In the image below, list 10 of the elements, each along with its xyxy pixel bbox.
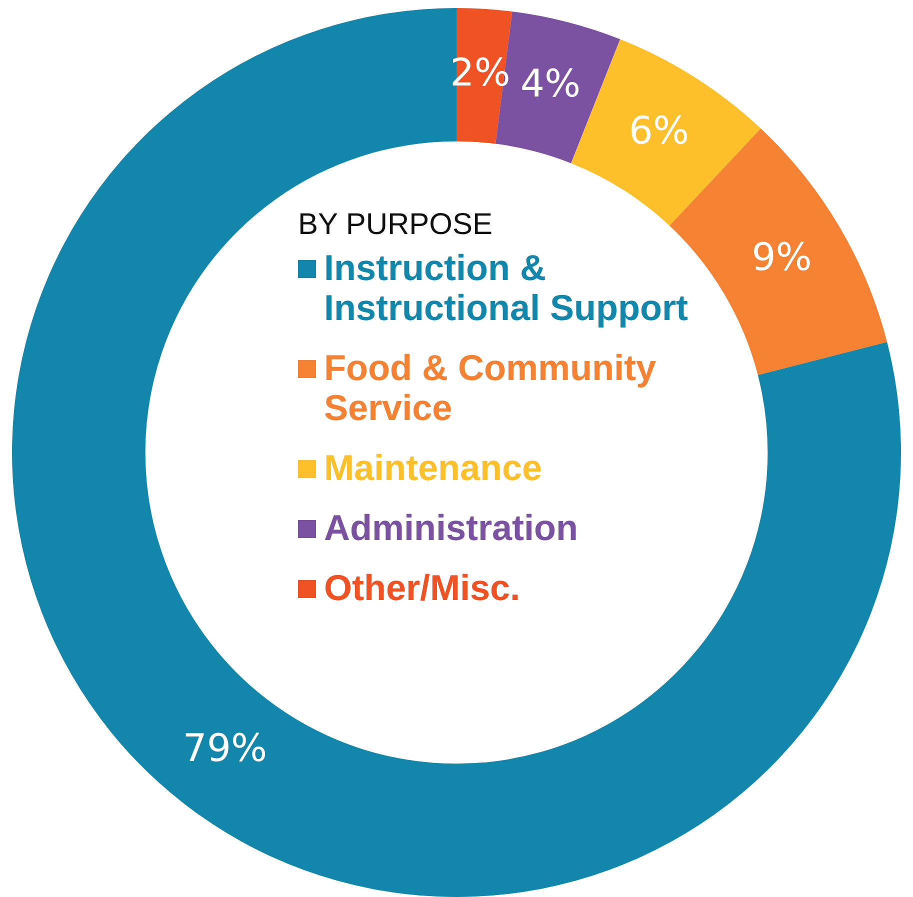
legend-label: Other/Misc. (324, 567, 520, 608)
data-label: 9% (752, 235, 812, 280)
legend-label: Administration (324, 507, 578, 548)
data-label: 6% (628, 108, 690, 152)
legend-label: Food & Community Service (324, 347, 657, 428)
data-label: 79% (182, 726, 268, 770)
legend-label: Maintenance (324, 447, 542, 488)
legend-label: Instruction & Instructional Support (324, 247, 689, 328)
data-label: 4% (520, 61, 581, 106)
legend-title: BY PURPOSE (298, 208, 494, 242)
